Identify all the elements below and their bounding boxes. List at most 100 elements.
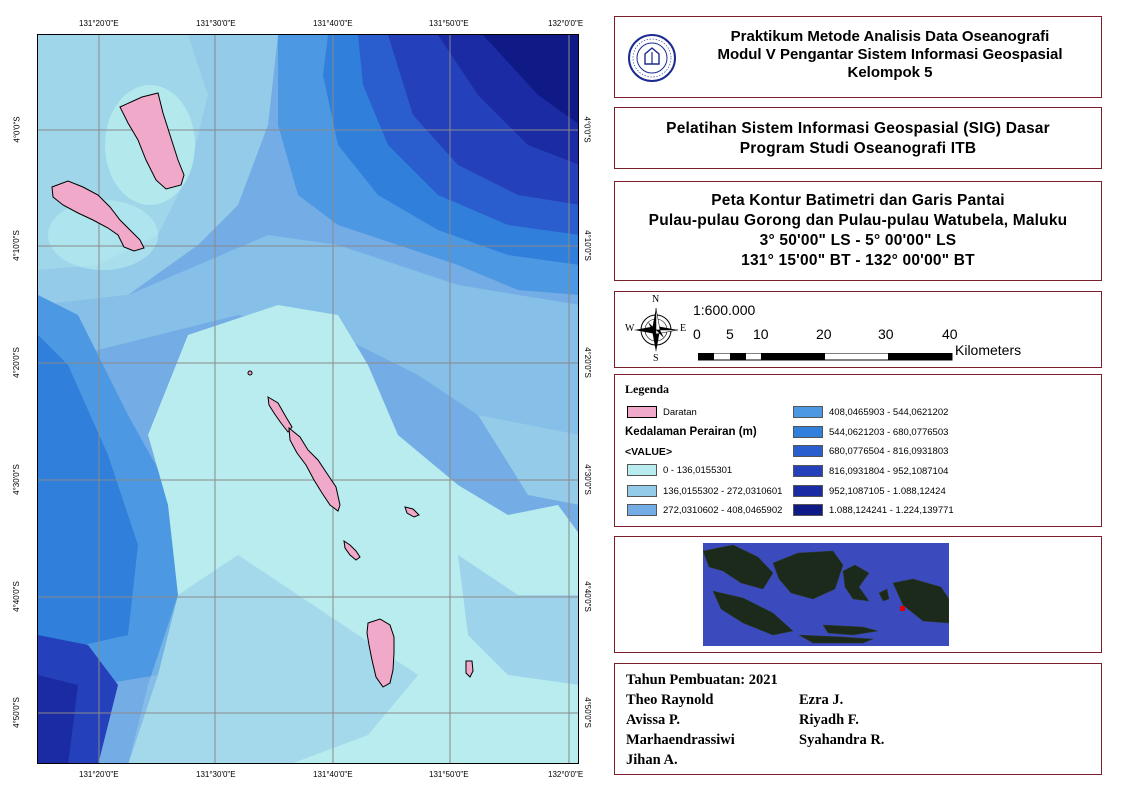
island: [366, 618, 395, 688]
depth-zone: [128, 555, 418, 763]
legend-swatch: [627, 485, 657, 497]
island: [247, 370, 253, 376]
legend-class-label: 0 - 136,0155301: [663, 465, 733, 476]
scale-tick: 5: [726, 326, 734, 342]
legend-swatch: [793, 426, 823, 438]
header-box: Praktikum Metode Analisis Data Oseanogra…: [614, 16, 1102, 98]
legend-swatch: [793, 406, 823, 418]
depth-zone: [38, 335, 138, 655]
credit-name: Syahandra R.: [799, 732, 885, 748]
legend-swatch: [627, 504, 657, 516]
lat-label: 4°50'0"S: [582, 697, 592, 728]
lon-label: 131°20'0"E: [79, 19, 119, 28]
legend-class-label: 816,0931804 - 952,1087104: [829, 466, 949, 477]
lon-label: 131°30'0"E: [196, 19, 236, 28]
credit-name: Ezra J.: [799, 692, 844, 708]
lat-label: 4°50'0"S: [11, 697, 21, 728]
lat-label: 4°0'0"S: [582, 116, 592, 143]
map-title-line-3: 3° 50'00" LS - 5° 00'00" LS: [759, 232, 957, 249]
legend-swatch-land: [627, 406, 657, 418]
depth-zone: [38, 675, 78, 763]
legend-swatch: [793, 485, 823, 497]
legend-depth-title: Kedalaman Perairan (m): [625, 426, 757, 438]
itb-logo: [628, 34, 676, 82]
lon-label: 131°20'0"E: [79, 770, 119, 779]
lon-label: 131°40'0"E: [313, 770, 353, 779]
island: [51, 180, 145, 252]
island: [404, 506, 420, 518]
credit-name: Avissa P.: [626, 712, 680, 728]
inset-map: [703, 543, 949, 646]
legend-class-label: 1.088,124241 - 1.224,139771: [829, 505, 954, 516]
compass-s: S: [653, 353, 659, 364]
island: [343, 539, 361, 561]
bathymetry-map: [38, 35, 578, 763]
compass-n: N: [652, 294, 660, 305]
legend-swatch: [793, 504, 823, 516]
graticule: [38, 35, 578, 763]
compass-e: E: [680, 323, 687, 334]
credit-name: Theo Raynold: [626, 692, 714, 708]
course-line-2: Program Studi Oseanografi ITB: [739, 140, 977, 157]
inset-location-marker: [900, 606, 905, 611]
header-line-1: Praktikum Metode Analisis Data Oseanogra…: [730, 28, 1050, 45]
legend-value-label: <VALUE>: [625, 446, 673, 458]
scale-tick: 10: [753, 326, 769, 342]
legend-box: Legenda Daratan Kedalaman Perairan (m) <…: [614, 374, 1102, 527]
legend-swatch: [627, 464, 657, 476]
credit-name: Marhaendrassiwi: [626, 732, 735, 748]
depth-zone: [38, 235, 578, 455]
lon-label: 132°0'0"E: [548, 19, 584, 28]
scale-bar: [697, 348, 954, 366]
legend-class-label: 544,0621203 - 680,0776503: [829, 427, 949, 438]
lat-label: 4°40'0"S: [11, 581, 21, 612]
map-frame: [37, 34, 579, 764]
lat-label: 4°30'0"S: [582, 464, 592, 495]
depth-zone: [478, 415, 578, 505]
course-box: Pelatihan Sistem Informasi Geospasial (S…: [614, 107, 1102, 169]
header-line-2: Modul V Pengantar Sistem Informasi Geosp…: [717, 46, 1063, 63]
depth-zone: [48, 200, 158, 270]
credits-year: Tahun Pembuatan: 2021: [626, 672, 778, 688]
scale-box: N S W E 1:600.000 0 5 10 20 30 40 Kilome…: [614, 291, 1102, 368]
island: [119, 92, 185, 190]
header-line-3: Kelompok 5: [847, 64, 933, 81]
compass-w: W: [625, 323, 635, 334]
lat-label: 4°30'0"S: [11, 464, 21, 495]
scale-ratio: 1:600.000: [693, 302, 756, 318]
lat-label: 4°20'0"S: [11, 347, 21, 378]
scale-tick: 0: [693, 326, 701, 342]
island: [267, 396, 293, 433]
legend-class-label: 136,0155302 - 272,0310601: [663, 486, 783, 497]
legend-class-label: 408,0465903 - 544,0621202: [829, 407, 949, 418]
scale-tick: 40: [942, 326, 958, 342]
north-arrow-compass: N S W E: [625, 294, 687, 364]
inset-map-box: [614, 536, 1102, 653]
legend-land-label: Daratan: [663, 407, 697, 418]
map-title-line-4: 131° 15'00" BT - 132° 00'00" BT: [741, 252, 975, 269]
lon-label: 131°40'0"E: [313, 19, 353, 28]
scale-tick: 30: [878, 326, 894, 342]
legend-class-label: 680,0776504 - 816,0931803: [829, 446, 949, 457]
credits-box: Tahun Pembuatan: 2021 Theo Raynold Aviss…: [614, 663, 1102, 775]
scale-tick: 20: [816, 326, 832, 342]
lat-label: 4°40'0"S: [582, 581, 592, 612]
map-title-line-1: Peta Kontur Batimetri dan Garis Pantai: [711, 192, 1005, 209]
course-line-1: Pelatihan Sistem Informasi Geospasial (S…: [666, 120, 1050, 137]
lat-label: 4°10'0"S: [11, 230, 21, 261]
legend-title: Legenda: [625, 382, 670, 396]
lat-label: 4°20'0"S: [582, 347, 592, 378]
island: [288, 426, 341, 512]
credit-name: Riyadh F.: [799, 712, 859, 728]
legend-swatch: [793, 445, 823, 457]
legend-class-label: 952,1087105 - 1.088,12424: [829, 486, 946, 497]
map-title-line-2: Pulau-pulau Gorong dan Pulau-pulau Watub…: [648, 212, 1068, 229]
lon-label: 131°30'0"E: [196, 770, 236, 779]
lat-label: 4°10'0"S: [582, 230, 592, 261]
lon-label: 131°50'0"E: [429, 19, 469, 28]
depth-zone: [483, 35, 578, 124]
legend-swatch: [793, 465, 823, 477]
legend-class-label: 272,0310602 - 408,0465902: [663, 505, 783, 516]
lat-label: 4°0'0"S: [12, 116, 22, 143]
depth-zone: [458, 555, 578, 685]
